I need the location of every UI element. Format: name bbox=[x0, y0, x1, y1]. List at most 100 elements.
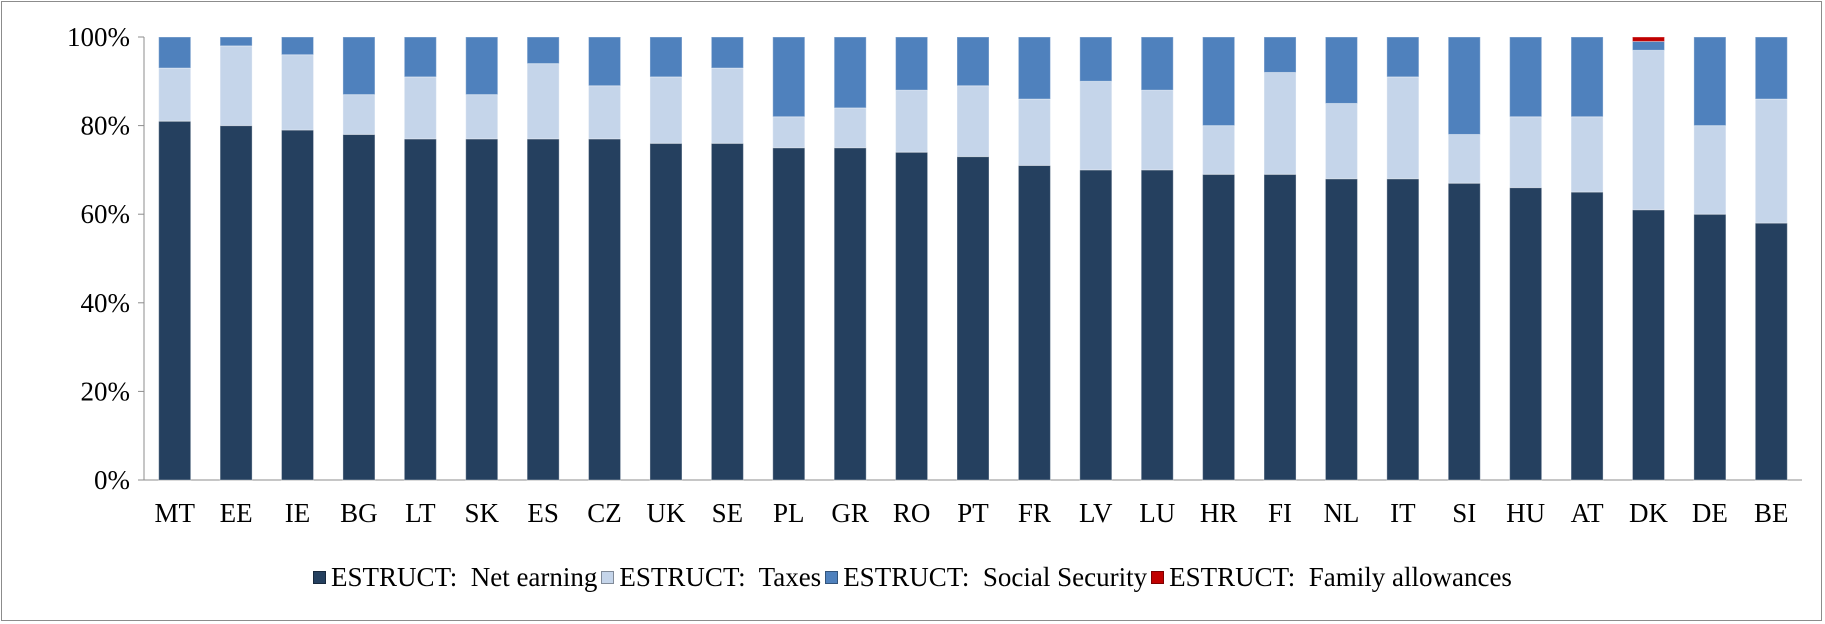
legend-swatch bbox=[313, 571, 327, 584]
bar-segment bbox=[1509, 116, 1543, 189]
bar-segment bbox=[772, 147, 806, 481]
bar-segment bbox=[219, 36, 253, 47]
bar-segment bbox=[1324, 36, 1358, 104]
x-category-label: PL bbox=[773, 498, 805, 528]
x-category-label: IT bbox=[1390, 498, 1416, 528]
x-category-label: FR bbox=[1018, 498, 1051, 528]
bar-segment bbox=[1263, 173, 1297, 481]
x-category-label: MT bbox=[154, 498, 195, 528]
bar-segment bbox=[1263, 71, 1297, 175]
bar-segment bbox=[158, 67, 192, 122]
legend-label: ESTRUCT: Social Security bbox=[843, 562, 1148, 592]
bar-segment bbox=[710, 67, 744, 144]
bar-segment bbox=[465, 36, 499, 96]
bar-segment bbox=[342, 133, 376, 481]
x-category-label: IE bbox=[285, 498, 310, 528]
y-tick-label: 100% bbox=[67, 22, 130, 52]
x-category-label: GR bbox=[831, 498, 869, 528]
x-category-label: BE bbox=[1754, 498, 1789, 528]
y-tick-label: 40% bbox=[81, 288, 131, 318]
bar-segment bbox=[1079, 36, 1113, 82]
bar-segment bbox=[833, 147, 867, 481]
bar-segment bbox=[158, 36, 192, 69]
bar-segment bbox=[281, 36, 315, 56]
x-category-label: EE bbox=[220, 498, 253, 528]
bar-segment bbox=[1631, 36, 1665, 42]
bar-segment bbox=[956, 156, 990, 481]
bar-segment bbox=[588, 36, 622, 87]
bar-segment bbox=[1079, 169, 1113, 481]
bars bbox=[158, 36, 1788, 481]
bar-segment bbox=[1447, 182, 1481, 481]
bar-segment bbox=[1693, 213, 1727, 481]
x-category-label: CZ bbox=[587, 498, 622, 528]
bar-segment bbox=[1509, 187, 1543, 481]
bar-segment bbox=[1570, 191, 1604, 481]
bar-segment bbox=[1386, 76, 1420, 180]
bar-segment bbox=[465, 138, 499, 481]
legend-item: ESTRUCT: Taxes bbox=[601, 562, 821, 593]
bar-segment bbox=[1447, 133, 1481, 184]
bar-segment bbox=[1140, 169, 1174, 481]
x-category-label: HR bbox=[1200, 498, 1238, 528]
bar-segment bbox=[1140, 89, 1174, 171]
legend-swatch bbox=[601, 571, 615, 584]
bar-segment bbox=[649, 76, 683, 144]
x-category-label: AT bbox=[1571, 498, 1605, 528]
x-category-label: ES bbox=[527, 498, 559, 528]
x-category-label: PT bbox=[957, 498, 989, 528]
bar-segment bbox=[1754, 222, 1788, 481]
bar-segment bbox=[158, 120, 192, 481]
legend: ESTRUCT: Net earning ESTRUCT: Taxes ESTRUC… bbox=[2, 562, 1821, 593]
bar-segment bbox=[403, 76, 437, 140]
bar-segment bbox=[1017, 98, 1051, 166]
bar-segment bbox=[403, 138, 437, 481]
bar-segment bbox=[281, 129, 315, 481]
x-category-labels: MT EE IE BG LT SK ES CZ UK SE PL GR RO PT FR LV LU HR FI NL… bbox=[154, 498, 1788, 528]
y-tick-labels: 0% 20% 40% 60% 80% 100% bbox=[67, 22, 130, 495]
bar-segment bbox=[1202, 36, 1236, 127]
x-category-label: HU bbox=[1506, 498, 1545, 528]
legend-item: ESTRUCT: Net earning bbox=[313, 562, 597, 593]
bar-segment bbox=[956, 36, 990, 87]
bar-segment bbox=[833, 107, 867, 149]
bar-segment bbox=[1140, 36, 1174, 91]
bar-segment bbox=[1017, 36, 1051, 100]
y-tick-label: 60% bbox=[81, 199, 131, 229]
x-category-label: FI bbox=[1268, 498, 1292, 528]
bar-segment bbox=[1386, 178, 1420, 481]
x-category-label: BG bbox=[340, 498, 378, 528]
bar-segment bbox=[526, 36, 560, 65]
x-category-label: SI bbox=[1452, 498, 1476, 528]
x-category-label: LV bbox=[1079, 498, 1113, 528]
legend-item: ESTRUCT: Social Security bbox=[825, 562, 1147, 593]
x-category-label: LU bbox=[1139, 498, 1175, 528]
bar-segment bbox=[465, 94, 499, 140]
bar-segment bbox=[1631, 209, 1665, 481]
bar-segment bbox=[649, 36, 683, 78]
x-category-label: DK bbox=[1629, 498, 1668, 528]
bar-segment bbox=[1202, 125, 1236, 175]
bar-segment bbox=[403, 36, 437, 78]
bar-segment bbox=[1509, 36, 1543, 118]
legend-item: ESTRUCT: Family allowances bbox=[1151, 562, 1512, 593]
bar-segment bbox=[772, 36, 806, 118]
bar-segment bbox=[219, 125, 253, 481]
bar-segment bbox=[1017, 164, 1051, 481]
bar-segment bbox=[526, 63, 560, 140]
bar-segment bbox=[342, 94, 376, 135]
x-category-label: RO bbox=[893, 498, 931, 528]
legend-label: ESTRUCT: Family allowances bbox=[1169, 562, 1512, 592]
bar-segment bbox=[1754, 36, 1788, 100]
legend-swatch bbox=[1151, 571, 1165, 584]
legend-label: ESTRUCT: Taxes bbox=[619, 562, 822, 592]
bar-segment bbox=[1202, 173, 1236, 481]
bar-segment bbox=[342, 36, 376, 96]
y-tick-label: 20% bbox=[81, 376, 131, 406]
bar-segment bbox=[710, 36, 744, 69]
bar-segment bbox=[895, 36, 929, 91]
bar-segment bbox=[895, 89, 929, 153]
bar-segment bbox=[219, 45, 253, 127]
